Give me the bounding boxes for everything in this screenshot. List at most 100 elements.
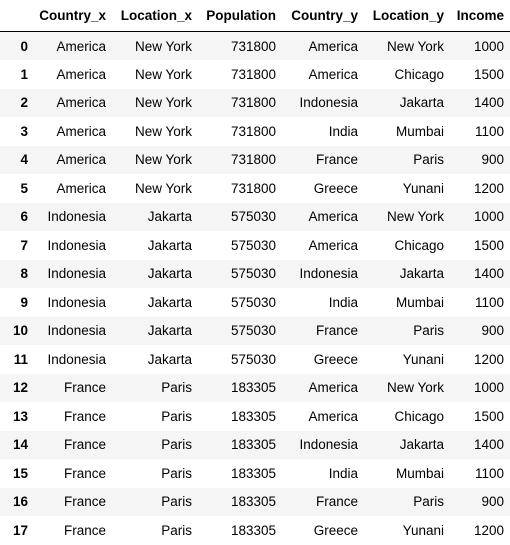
cell-income: 1400 — [473, 266, 504, 282]
cell-income: 1000 — [473, 38, 504, 54]
cell-population: 731800 — [230, 38, 276, 54]
cell-income: 1500 — [473, 237, 504, 253]
cell-country-x: America — [56, 66, 106, 82]
table-row: 5 America New York 731800 Greece Yunani 1200 — [0, 174, 510, 203]
cell-country-y: America — [308, 209, 358, 225]
cell-population: 575030 — [230, 294, 276, 310]
cell-location-x: Paris — [161, 522, 192, 538]
row-index: 7 — [20, 237, 28, 253]
cell-income: 1200 — [473, 522, 504, 538]
row-index: 3 — [20, 123, 28, 139]
cell-location-x: Paris — [161, 465, 192, 481]
cell-income: 1100 — [474, 465, 504, 481]
cell-country-y: Indonesia — [299, 95, 358, 111]
table-row: 14 France Paris 183305 Indonesia Jakarta 1400 — [0, 430, 510, 459]
index-header — [0, 0, 34, 32]
row-index: 6 — [20, 209, 28, 225]
cell-location-x: New York — [134, 180, 192, 196]
header-row: Country_x Location_x Population Country_… — [0, 0, 510, 32]
cell-population: 183305 — [230, 465, 276, 481]
cell-country-x: Indonesia — [47, 237, 106, 253]
row-index: 0 — [20, 38, 28, 54]
cell-country-y: America — [308, 38, 358, 54]
row-index: 10 — [12, 323, 28, 339]
cell-country-y: India — [328, 123, 358, 139]
table-row: 9 Indonesia Jakarta 575030 India Mumbai 1100 — [0, 288, 510, 317]
row-index: 2 — [20, 95, 28, 111]
cell-location-x: New York — [134, 123, 192, 139]
cell-location-x: Jakarta — [147, 237, 192, 253]
cell-population: 183305 — [230, 494, 276, 510]
row-index: 8 — [20, 266, 28, 282]
cell-location-x: Paris — [161, 380, 192, 396]
cell-country-y: Greece — [313, 522, 358, 538]
cell-population: 731800 — [230, 180, 276, 196]
table-row: 16 France Paris 183305 France Paris 900 — [0, 487, 510, 516]
cell-population: 575030 — [230, 237, 276, 253]
cell-income: 1200 — [473, 180, 504, 196]
cell-location-x: Jakarta — [147, 351, 192, 367]
cell-location-y: Jakarta — [399, 95, 444, 111]
cell-country-x: America — [56, 38, 106, 54]
cell-location-y: Mumbai — [395, 294, 444, 310]
cell-income: 900 — [481, 323, 504, 339]
table-row: 12 France Paris 183305 America New York 1000 — [0, 373, 510, 402]
cell-income: 900 — [481, 494, 504, 510]
column-header-country-y: Country_y — [282, 0, 364, 32]
cell-country-x: Indonesia — [47, 323, 106, 339]
cell-location-y: Yunani — [402, 180, 444, 196]
cell-country-x: America — [56, 152, 106, 168]
cell-income: 1500 — [473, 408, 504, 424]
cell-location-x: Jakarta — [147, 323, 192, 339]
cell-country-x: France — [63, 465, 106, 481]
cell-country-x: France — [63, 494, 106, 510]
cell-country-y: Greece — [313, 180, 358, 196]
cell-country-x: Indonesia — [47, 209, 106, 225]
cell-country-x: Indonesia — [47, 294, 106, 310]
row-index: 11 — [13, 351, 28, 367]
row-index: 16 — [12, 494, 28, 510]
row-index: 12 — [12, 380, 28, 396]
table-row: 4 America New York 731800 France Paris 900 — [0, 145, 510, 174]
row-index: 1 — [20, 66, 28, 82]
cell-location-x: New York — [134, 66, 192, 82]
cell-country-y: France — [315, 494, 358, 510]
table-row: 13 France Paris 183305 America Chicago 1500 — [0, 402, 510, 431]
table-row: 11 Indonesia Jakarta 575030 Greece Yunani 1200 — [0, 345, 510, 374]
cell-location-y: Jakarta — [399, 266, 444, 282]
column-header-population: Population — [198, 0, 282, 32]
cell-location-x: Paris — [161, 408, 192, 424]
cell-population: 731800 — [230, 123, 276, 139]
cell-location-y: Paris — [413, 152, 444, 168]
cell-income: 1400 — [473, 437, 504, 453]
cell-location-y: New York — [386, 209, 444, 225]
cell-location-y: Chicago — [394, 408, 444, 424]
cell-location-x: Jakarta — [147, 294, 192, 310]
cell-income: 1200 — [473, 351, 504, 367]
cell-country-y: Indonesia — [299, 437, 358, 453]
cell-income: 1400 — [473, 95, 504, 111]
row-index: 15 — [12, 465, 28, 481]
cell-country-y: Greece — [313, 351, 358, 367]
cell-country-x: Indonesia — [47, 351, 106, 367]
cell-country-y: America — [308, 237, 358, 253]
cell-country-x: France — [63, 522, 106, 538]
cell-population: 731800 — [230, 95, 276, 111]
cell-income: 1100 — [474, 123, 504, 139]
cell-location-y: Chicago — [394, 66, 444, 82]
cell-population: 575030 — [230, 323, 276, 339]
cell-country-y: France — [315, 152, 358, 168]
cell-country-y: Indonesia — [299, 266, 358, 282]
cell-country-x: France — [63, 408, 106, 424]
column-header-location-y: Location_y — [364, 0, 450, 32]
table-row: 0 America New York 731800 America New York 100… — [0, 31, 510, 60]
cell-income: 1000 — [473, 209, 504, 225]
cell-income: 900 — [481, 152, 504, 168]
table-row: 17 France Paris 183305 Greece Yunani 1200 — [0, 516, 510, 545]
cell-country-y: France — [315, 323, 358, 339]
cell-population: 575030 — [230, 351, 276, 367]
cell-location-y: Yunani — [402, 522, 444, 538]
cell-population: 731800 — [230, 66, 276, 82]
cell-income: 1000 — [473, 380, 504, 396]
